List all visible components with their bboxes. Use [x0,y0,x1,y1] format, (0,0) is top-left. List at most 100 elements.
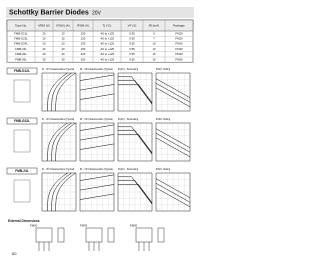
package-sketch [13,79,31,103]
table-cell: FM30 [175,52,183,56]
plot-curve [79,84,115,91]
plot-title: IR - VR Characteristics (Typical) [80,68,113,71]
plot-curve [118,180,153,204]
table-cell: -40 to +125 [100,42,115,46]
plot-curve [155,78,191,98]
dimensions-title: External Dimensions [8,219,40,223]
package-side [107,227,115,243]
table-cell: 200 [81,52,86,56]
plot-title: IFSM - Rating [156,68,171,71]
plot-curve [155,133,191,153]
table-cell: 15 [61,37,65,41]
table-cell: 0.55 [129,47,135,51]
table-cell: 20 [61,47,65,51]
table-cell: FMB-G12L [14,31,28,35]
plot-curve [79,143,115,150]
table-cell: 0.55 [129,57,135,61]
dimensions-label: FM20 [30,224,38,228]
table-cell: 15 [152,57,156,61]
plot-title: IR - VR Characteristics (Typical) [80,168,113,171]
plot-curve [46,72,68,112]
package-sketch [13,129,31,153]
table-cell: 150 [81,47,86,51]
table-cell: 15 [152,52,156,56]
subtitle: 20V [92,10,102,16]
table-cell: FM30 [175,57,183,61]
table-cell: 20 [42,52,46,56]
table-cell: -40 to +125 [100,52,115,56]
table-cell: 20 [42,31,46,35]
plot-curve [118,76,153,105]
table-cell: 20 [42,42,46,46]
plot-curve [79,93,115,100]
table-cell: 10 [152,42,156,46]
table-cell: FMB-29L [15,57,27,61]
plot-curve [118,184,153,203]
table-cell: 150 [81,42,86,46]
plot-curve [118,176,153,205]
group-label-box [6,167,38,175]
plot-title: IF - VF Characteristics (Typical) [42,68,74,71]
plot-curve [79,184,115,191]
table-cell: 10 [152,47,156,51]
group-label: FMB-24L [15,169,29,173]
plot-curve [79,124,115,131]
plot-curve [79,174,115,181]
column-header: VF (V) [128,23,137,27]
table-cell: 0.55 [129,42,135,46]
plot-curve [118,84,153,103]
table-cell: 0.55 [129,37,135,41]
table-cell: 100 [81,31,86,35]
plot-curve [155,83,191,103]
plot-curve [55,172,76,212]
column-header: VRM (V) [38,23,50,27]
plot-curve [118,126,153,155]
table-cell: 7 [153,37,155,41]
plot-curve [155,183,191,203]
table-cell: 0.55 [129,52,135,56]
table-cell: 20 [42,47,46,51]
group-label-box [6,117,38,125]
page-number: 60 [12,251,17,256]
table-cell: 0.55 [129,31,135,35]
plot-curve [118,130,153,154]
plot-title: IF(AV) - Ta Derating [118,68,139,71]
table-cell: -40 to +125 [100,37,115,41]
plot-curve [155,128,191,148]
plot-title: IF(AV) - Ta Derating [118,168,139,171]
plot-curve [55,72,76,112]
plot-curve [50,72,72,112]
column-header: IF(AV) (A) [56,23,69,27]
table-cell: FM20 [175,42,183,46]
table-cell: -40 to +125 [100,31,115,35]
plot-curve [50,122,72,162]
table-cell: 20 [42,37,46,41]
table-cell: FMB-G22L [14,37,28,41]
table-cell: 20 [42,57,46,61]
table-cell: 5 [153,31,155,35]
plot-title: IFSM - Rating [156,118,171,121]
table-cell: 20 [61,42,65,46]
group-label-box [6,67,38,75]
plot-title: IF - VF Characteristics (Typical) [42,168,74,171]
table-cell: FM30 [175,47,183,51]
column-header: Type No. [15,23,27,27]
table-cell: 120 [81,37,86,41]
plot-curve [79,74,115,81]
table-cell: FMB-G24L [14,42,28,46]
plot-curve [155,87,191,108]
table-cell: FM20 [175,31,183,35]
dimensions-label: FM30 [80,224,88,228]
title-bar [6,7,194,18]
plot-curve [46,122,68,162]
plot-title: IF - VF Characteristics (Typical) [42,118,74,121]
table-cell: 30 [61,57,65,61]
plot-curve [155,187,191,208]
table-cell: 250 [81,57,86,61]
plot-curve [50,172,72,212]
table-cell: FM20 [175,37,183,41]
plot-title: IFSM - Rating [156,168,171,171]
dimensions-label: FM30 [130,224,138,228]
plot-title: IF(AV) - Ta Derating [118,118,139,121]
plot-curve [46,172,68,212]
